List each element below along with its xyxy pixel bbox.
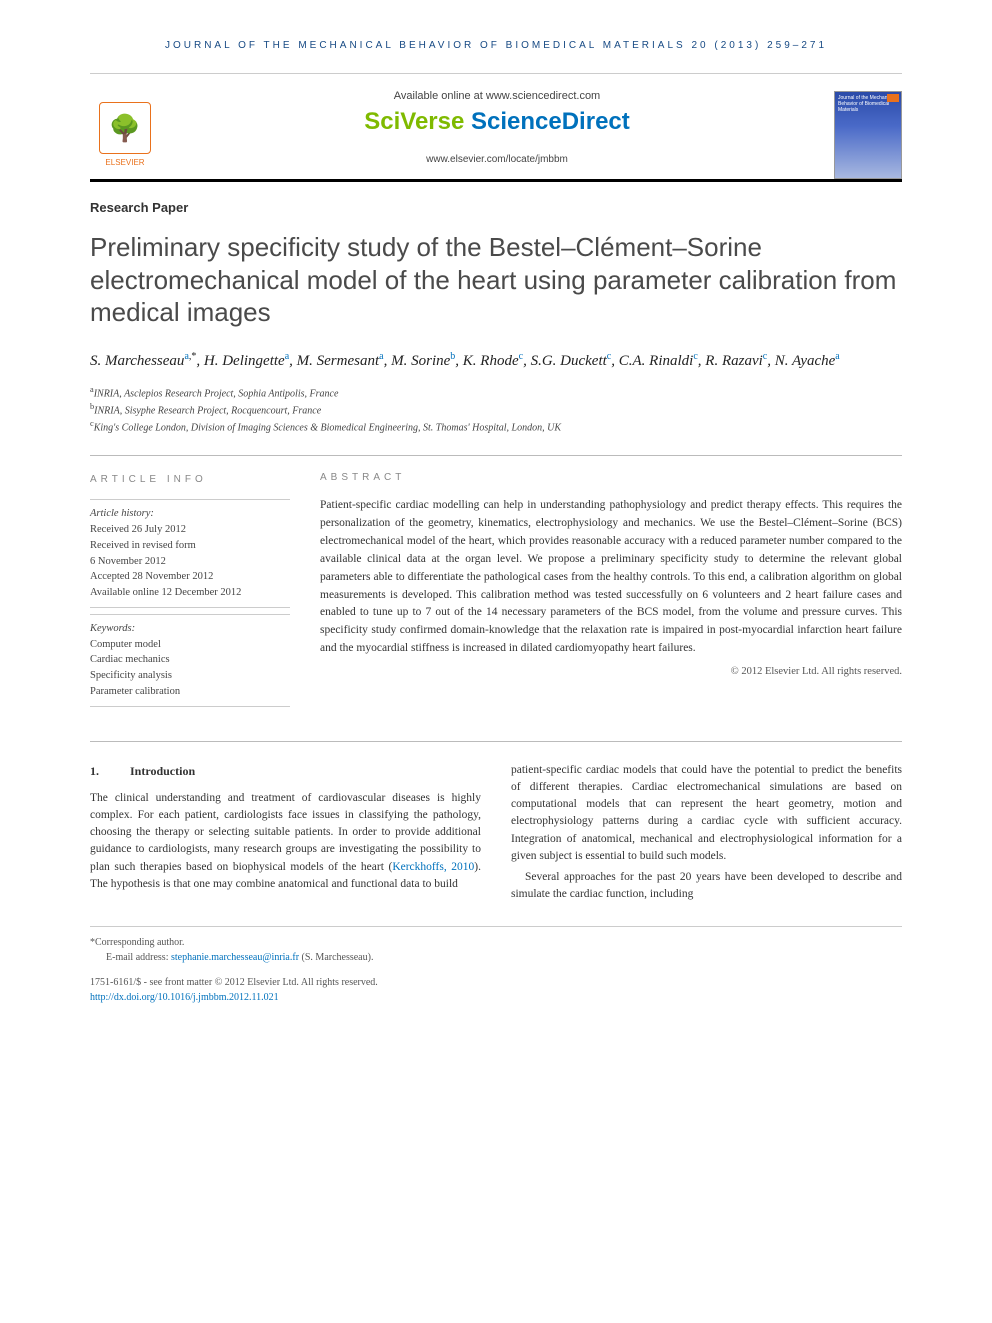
affiliation-a: aINRIA, Asclepios Research Project, Soph… — [90, 384, 902, 401]
article-info-heading: article info — [90, 472, 290, 487]
body-column-right: patient-specific cardiac models that cou… — [511, 762, 902, 904]
citation-link[interactable]: Kerckhoffs, 2010 — [392, 861, 474, 873]
affiliation-b: bINRIA, Sisyphe Research Project, Rocque… — [90, 401, 902, 418]
journal-header: 🌳 ELSEVIER Available online at www.scien… — [90, 73, 902, 182]
abstract-heading: abstract — [320, 472, 902, 483]
author: M. Sorineb — [391, 353, 455, 369]
doi-link[interactable]: http://dx.doi.org/10.1016/j.jmbbm.2012.1… — [90, 992, 279, 1003]
sciencedirect-word: ScienceDirect — [464, 108, 629, 135]
running-head: JOURNAL OF THE MECHANICAL BEHAVIOR OF BI… — [90, 40, 902, 51]
journal-url[interactable]: www.elsevier.com/locate/jmbbm — [178, 154, 816, 165]
article-info-column: article info Article history: Received 2… — [90, 472, 290, 706]
section-1-heading: 1.Introduction — [90, 762, 481, 780]
body-columns: 1.Introduction The clinical understandin… — [90, 741, 902, 904]
author-email-link[interactable]: stephanie.marchesseau@inria.fr — [171, 952, 299, 963]
revised-line2: 6 November 2012 — [90, 554, 290, 570]
online-date: Available online 12 December 2012 — [90, 585, 290, 608]
journal-cover-thumbnail: Journal of the Mechanical Behavior of Bi… — [834, 91, 902, 179]
publisher-name: ELSEVIER — [90, 158, 160, 167]
author: N. Ayachea — [775, 353, 840, 369]
intro-paragraph-2: patient-specific cardiac models that cou… — [511, 762, 902, 866]
page-footer: *Corresponding author. E-mail address: s… — [90, 926, 902, 1005]
keyword: Cardiac mechanics — [90, 652, 290, 668]
body-column-left: 1.Introduction The clinical understandin… — [90, 762, 481, 904]
elsevier-logo: 🌳 ELSEVIER — [90, 102, 160, 167]
doi-line: http://dx.doi.org/10.1016/j.jmbbm.2012.1… — [90, 990, 902, 1005]
history-label: Article history: — [90, 499, 290, 522]
received-date: Received 26 July 2012 — [90, 522, 290, 538]
author: R. Razavic — [705, 353, 767, 369]
paper-title: Preliminary specificity study of the Bes… — [90, 231, 902, 329]
author: K. Rhodec — [463, 353, 523, 369]
author: S. Marchesseaua,* — [90, 353, 196, 369]
available-online-text: Available online at www.sciencedirect.co… — [178, 90, 816, 102]
legal-line: 1751-6161/$ - see front matter © 2012 El… — [90, 975, 902, 990]
abstract-text: Patient-specific cardiac modelling can h… — [320, 497, 902, 657]
sciverse-word: SciVerse — [364, 108, 464, 135]
accepted-date: Accepted 28 November 2012 — [90, 569, 290, 585]
revised-line1: Received in revised form — [90, 538, 290, 554]
author: C.A. Rinaldic — [619, 353, 698, 369]
intro-paragraph-3: Several approaches for the past 20 years… — [511, 869, 902, 904]
author: H. Delingettea — [204, 353, 289, 369]
elsevier-tree-icon: 🌳 — [99, 102, 151, 154]
keywords-label: Keywords: — [90, 614, 290, 637]
affiliations: aINRIA, Asclepios Research Project, Soph… — [90, 384, 902, 436]
abstract-column: abstract Patient-specific cardiac modell… — [320, 472, 902, 706]
info-abstract-row: article info Article history: Received 2… — [90, 455, 902, 706]
corresponding-author-note: *Corresponding author. — [90, 935, 902, 950]
paper-type: Research Paper — [90, 200, 902, 215]
keyword: Computer model — [90, 637, 290, 653]
email-line: E-mail address: stephanie.marchesseau@in… — [106, 950, 902, 965]
author: S.G. Duckettc — [531, 353, 612, 369]
keyword: Specificity analysis — [90, 668, 290, 684]
section-title: Introduction — [130, 764, 195, 778]
intro-paragraph-1: The clinical understanding and treatment… — [90, 790, 481, 894]
abstract-copyright: © 2012 Elsevier Ltd. All rights reserved… — [320, 666, 902, 677]
author: M. Sermesanta — [297, 353, 384, 369]
keyword: Parameter calibration — [90, 684, 290, 707]
affiliation-c: cKing's College London, Division of Imag… — [90, 418, 902, 435]
section-number: 1. — [90, 762, 130, 780]
author-list: S. Marchesseaua,*, H. Delingettea, M. Se… — [90, 351, 902, 370]
sciencedirect-brand: SciVerse ScienceDirect — [178, 108, 816, 136]
header-center: Available online at www.sciencedirect.co… — [178, 90, 816, 179]
